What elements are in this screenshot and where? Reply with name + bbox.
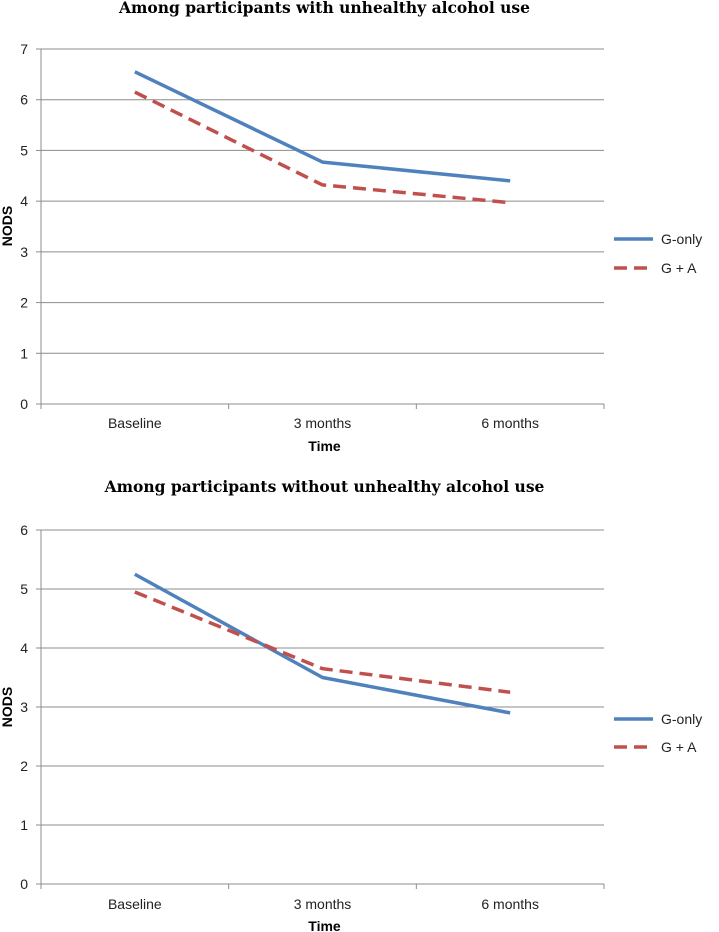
x-tick-label: 6 months <box>481 415 539 431</box>
x-axis-title: Time <box>308 438 341 454</box>
chart-panel-2: Among participants without unhealthy alc… <box>0 477 702 932</box>
y-tick-label: 1 <box>20 817 28 833</box>
y-tick-label: 0 <box>20 876 28 892</box>
x-tick-label: 3 months <box>294 415 352 431</box>
y-tick-label: 4 <box>20 640 28 656</box>
y-tick-label: 6 <box>20 522 28 538</box>
y-tick-label: 7 <box>20 41 28 57</box>
series-line-g-a <box>134 90 511 205</box>
x-tick-label: Baseline <box>108 415 162 431</box>
y-tick-label: 3 <box>20 699 28 715</box>
x-tick-label: Baseline <box>108 896 162 912</box>
series-line-g-a <box>134 590 511 694</box>
y-tick-label: 0 <box>20 396 28 412</box>
series-line-g-only <box>133 572 511 715</box>
y-axis-title: NODS <box>0 206 15 246</box>
legend-label: G + A <box>661 739 697 755</box>
y-tick-label: 3 <box>20 244 28 260</box>
chart-title: Among participants with unhealthy alcoho… <box>118 0 530 17</box>
x-tick-label: 3 months <box>294 896 352 912</box>
y-tick-label: 2 <box>20 295 28 311</box>
y-tick-label: 6 <box>20 92 28 108</box>
series-line-g-only <box>134 70 511 183</box>
legend-label: G + A <box>661 260 697 276</box>
y-tick-label: 5 <box>20 581 28 597</box>
legend-label: G-only <box>661 711 702 727</box>
chart-panel-1: Among participants with unhealthy alcoho… <box>0 0 702 454</box>
x-tick-label: 6 months <box>481 896 539 912</box>
y-tick-label: 4 <box>20 193 28 209</box>
legend-label: G-only <box>661 231 702 247</box>
y-tick-label: 2 <box>20 758 28 774</box>
chart-title: Among participants without unhealthy alc… <box>104 477 545 496</box>
y-tick-label: 1 <box>20 345 28 361</box>
y-tick-label: 5 <box>20 142 28 158</box>
y-axis-title: NODS <box>0 687 15 727</box>
x-axis-title: Time <box>308 918 341 932</box>
